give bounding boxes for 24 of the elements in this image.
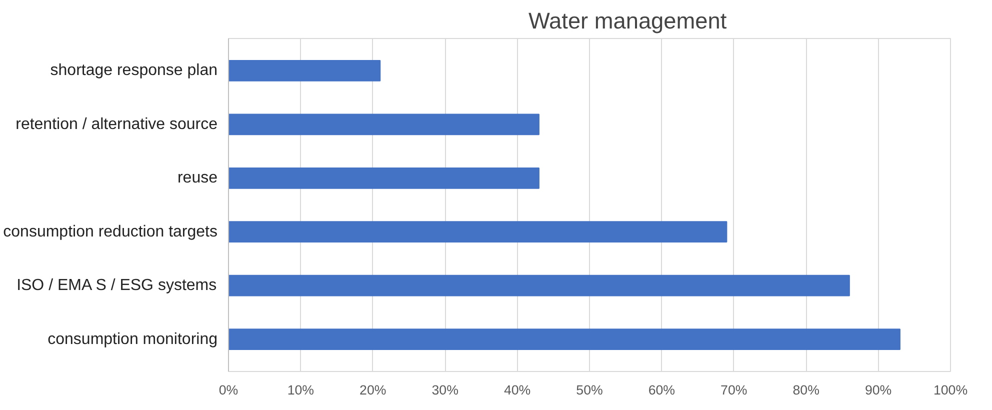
y-tick-label: shortage response plan xyxy=(50,62,218,80)
y-tick-label: consumption reduction targets xyxy=(3,223,218,240)
x-tick-label: 80% xyxy=(792,382,820,398)
y-tick-label: reuse xyxy=(177,170,218,187)
bar xyxy=(228,221,728,243)
y-tick-label: ISO / EMA S / ESG systems xyxy=(16,277,217,294)
x-tick-label: 60% xyxy=(648,382,676,398)
y-tick-label: consumption monitoring xyxy=(48,330,218,348)
bar xyxy=(228,167,540,189)
bar xyxy=(228,328,900,350)
x-tick-label: 30% xyxy=(432,382,459,398)
x-tick-label: 10% xyxy=(287,382,314,398)
x-tick-label: 90% xyxy=(864,382,892,398)
x-tick-label: 50% xyxy=(576,382,603,398)
bar xyxy=(228,114,540,136)
y-tick-label: retention / alternative source xyxy=(16,116,218,133)
x-tick-label: 40% xyxy=(504,382,531,398)
bar xyxy=(228,60,381,82)
x-tick-label: 0% xyxy=(218,382,238,398)
bar xyxy=(228,274,850,296)
x-tick-label: 100% xyxy=(933,382,968,398)
chart-title: Water management xyxy=(528,8,728,34)
x-tick-label: 70% xyxy=(720,382,748,398)
x-tick-label: 20% xyxy=(360,382,386,398)
